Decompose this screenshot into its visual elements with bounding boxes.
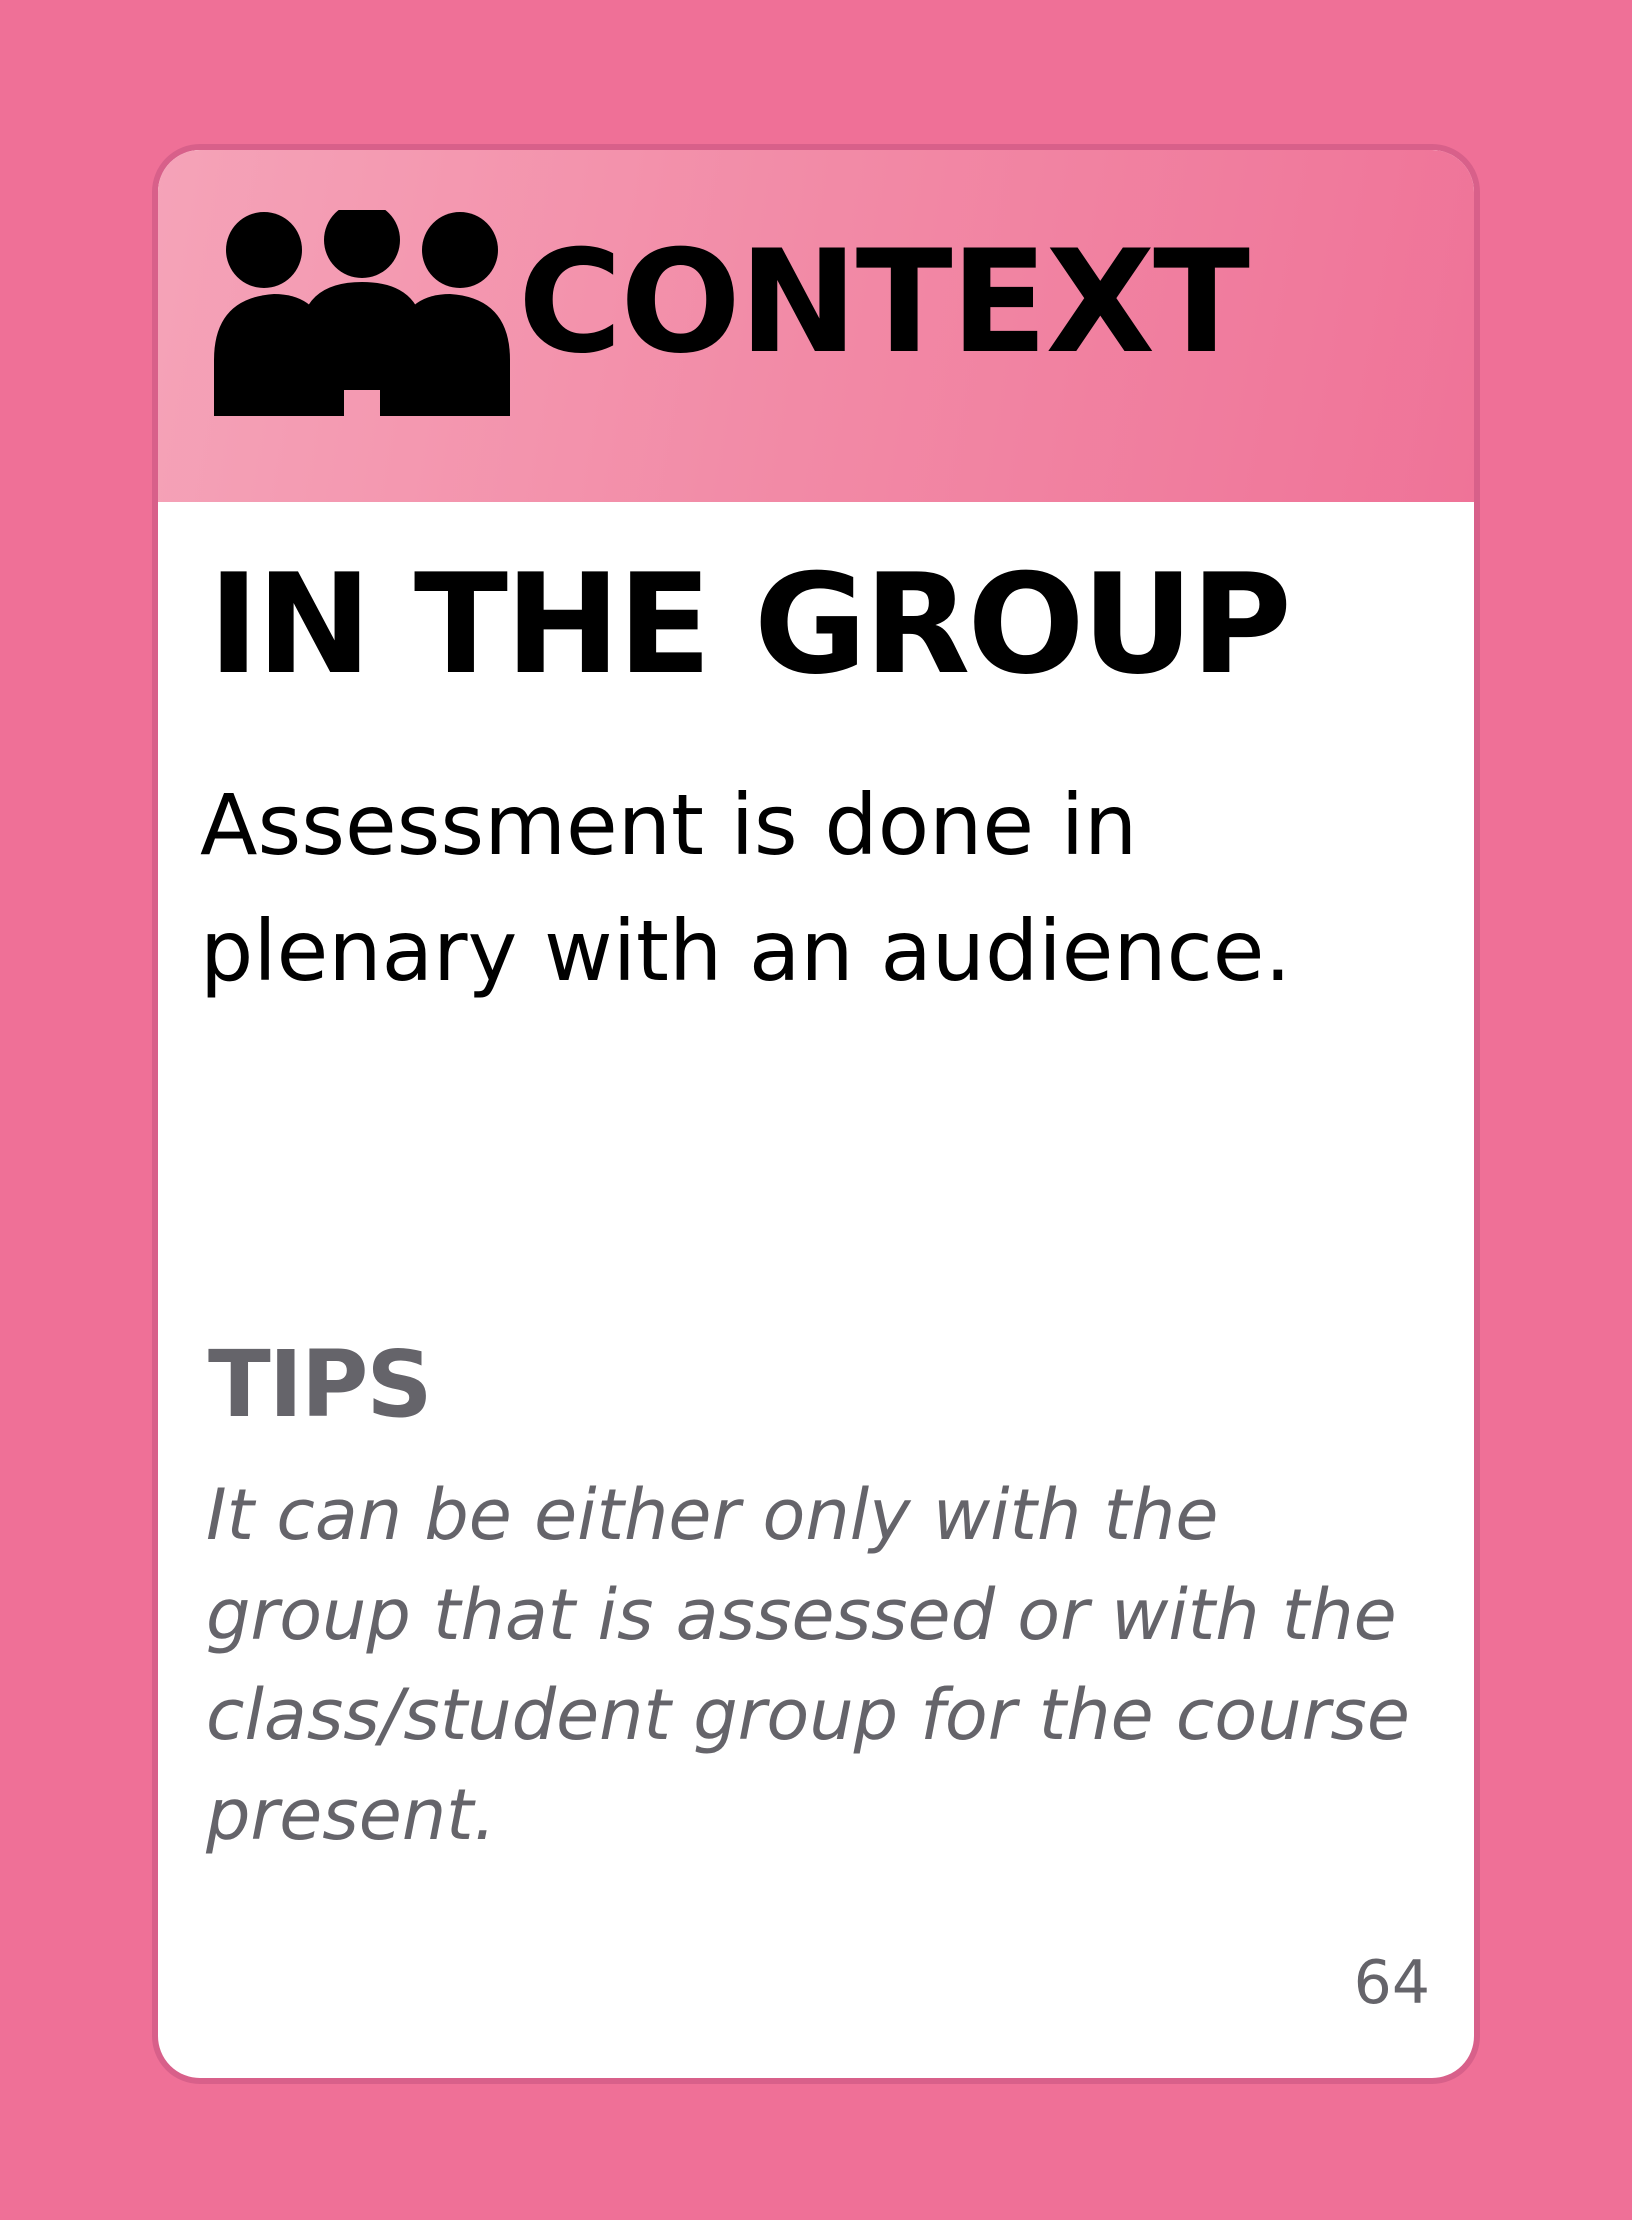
- page-number: 64: [1353, 1948, 1430, 2018]
- tips-heading: TIPS: [208, 1331, 433, 1438]
- card-header: CONTEXT: [158, 150, 1474, 502]
- card-description: Assessment is done in plenary with an au…: [200, 776, 1292, 1000]
- tips-text: It can be either only with the group tha…: [206, 1474, 1410, 1856]
- group-people-icon: [214, 210, 510, 416]
- card-title: IN THE GROUP: [208, 544, 1292, 705]
- category-label: CONTEXT: [518, 220, 1250, 385]
- card: CONTEXT IN THE GROUP Assessment is done …: [152, 144, 1480, 2084]
